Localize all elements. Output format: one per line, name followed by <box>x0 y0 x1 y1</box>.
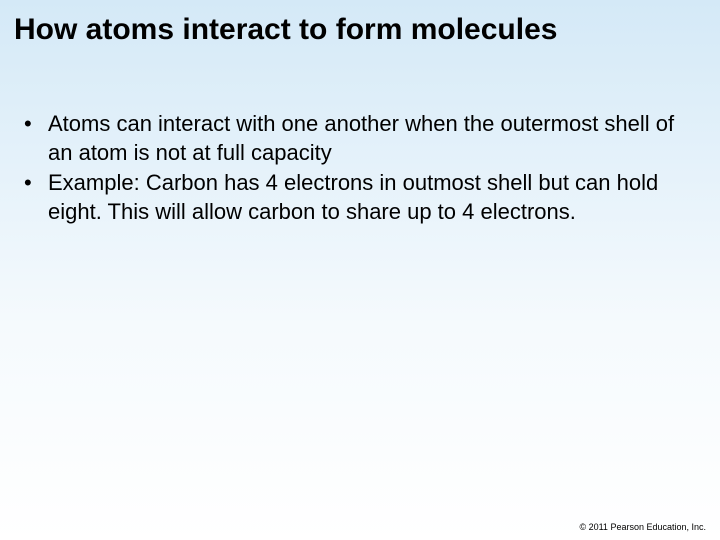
slide: How atoms interact to form molecules • A… <box>0 0 720 540</box>
bullet-marker-icon: • <box>20 110 48 139</box>
slide-title: How atoms interact to form molecules <box>14 12 706 48</box>
bullet-marker-icon: • <box>20 169 48 198</box>
bullet-item: • Atoms can interact with one another wh… <box>20 110 690 167</box>
footer-copyright: © 2011 Pearson Education, Inc. <box>579 522 706 532</box>
bullet-text: Atoms can interact with one another when… <box>48 110 690 167</box>
bullet-item: • Example: Carbon has 4 electrons in out… <box>20 169 690 226</box>
bullet-text: Example: Carbon has 4 electrons in outmo… <box>48 169 690 226</box>
slide-body: • Atoms can interact with one another wh… <box>20 110 690 228</box>
